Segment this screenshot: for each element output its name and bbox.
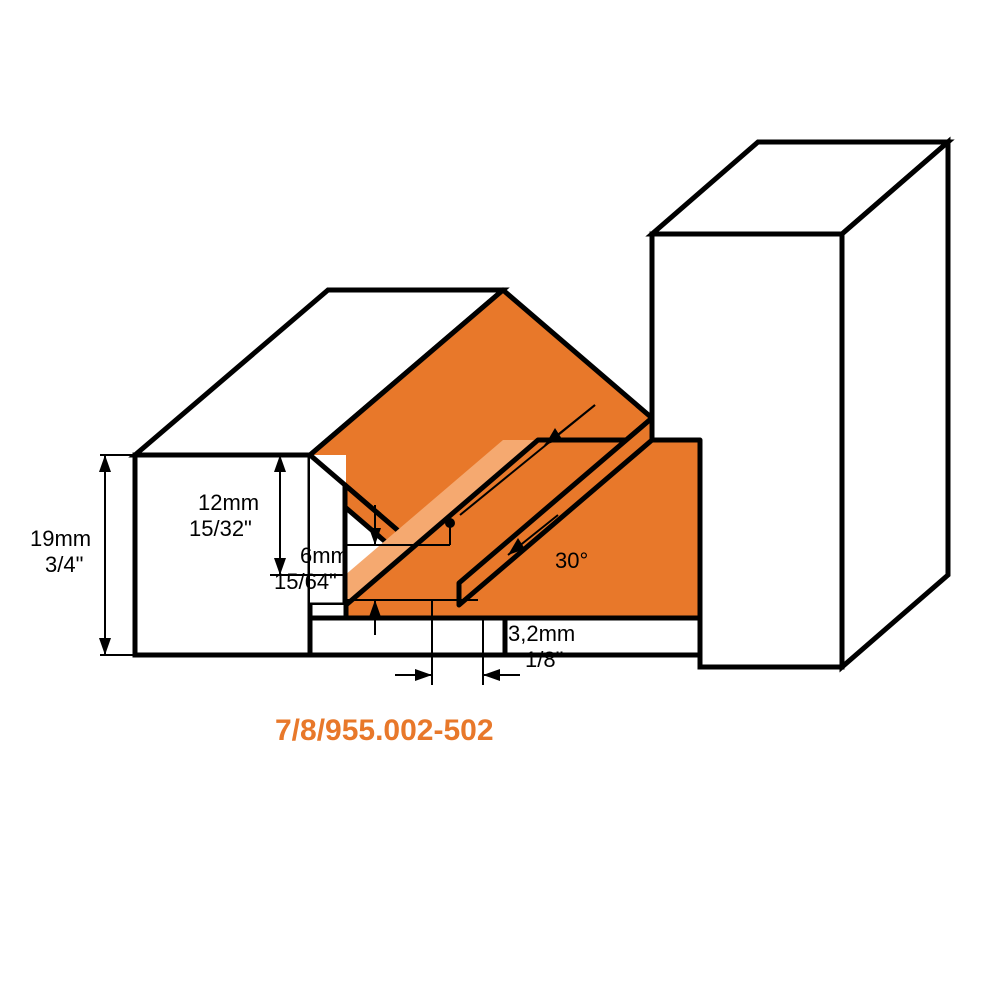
dim-notch-width-mm: 3,2mm: [508, 621, 575, 646]
part-number: 7/8/955.002-502: [275, 714, 494, 747]
dim-overall-height-in: 3/4": [45, 552, 83, 577]
dim-upper-step-in: 15/32": [189, 516, 252, 541]
technical-diagram: 19mm 3/4" 12mm 15/32" 6mm 15/64" 3,2: [0, 0, 1000, 1000]
dim-notch-width-in: 1/8": [525, 647, 563, 672]
dim-overall-height: 19mm 3/4": [30, 455, 135, 655]
dim-notch-height-mm: 6mm: [300, 543, 349, 568]
dim-notch-height-in: 15/64": [274, 569, 337, 594]
dim-overall-height-mm: 19mm: [30, 526, 91, 551]
dim-upper-step-mm: 12mm: [198, 490, 259, 515]
dim-angle-value: 30°: [555, 548, 588, 573]
